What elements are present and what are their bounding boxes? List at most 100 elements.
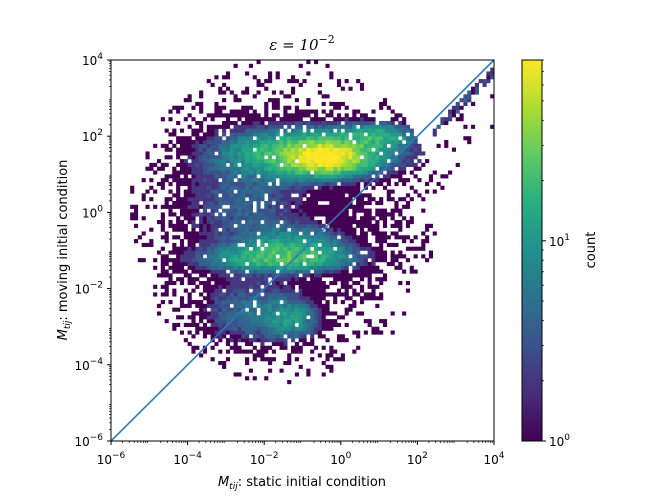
heatmap-cell xyxy=(379,136,384,141)
heatmap-cell xyxy=(379,296,384,301)
heatmap-cell xyxy=(302,334,307,339)
heatmap-cell xyxy=(222,128,227,133)
heatmap-cell xyxy=(287,326,292,331)
heatmap-cell xyxy=(425,227,430,232)
heatmap-cell xyxy=(317,322,322,327)
heatmap-cell xyxy=(298,147,303,152)
heatmap-cell xyxy=(241,155,246,160)
heatmap-cell xyxy=(325,181,330,187)
heatmap-cell xyxy=(379,105,384,110)
heatmap-cell xyxy=(317,90,322,95)
heatmap-cell xyxy=(210,181,215,187)
heatmap-cell xyxy=(271,216,276,221)
heatmap-cell xyxy=(210,239,215,244)
heatmap-cell xyxy=(241,322,246,327)
heatmap-cell xyxy=(317,334,322,339)
heatmap-cell xyxy=(317,204,322,209)
heatmap-cell xyxy=(348,151,353,156)
heatmap-cell xyxy=(260,124,265,129)
heatmap-cell xyxy=(367,159,372,164)
heatmap-cell xyxy=(260,216,265,221)
heatmap-cell xyxy=(325,284,330,289)
heatmap-cell xyxy=(206,151,211,156)
heatmap-cell xyxy=(291,197,296,202)
heatmap-cell xyxy=(287,311,292,316)
heatmap-cell xyxy=(195,212,200,217)
heatmap-cell xyxy=(317,120,322,126)
heatmap-cell xyxy=(325,162,330,167)
heatmap-cell xyxy=(252,197,257,202)
heatmap-cell xyxy=(264,216,269,221)
heatmap-cell xyxy=(214,147,219,152)
heatmap-cell xyxy=(371,250,376,255)
heatmap-cell xyxy=(336,231,342,236)
heatmap-cell xyxy=(248,204,254,209)
heatmap-cell xyxy=(359,227,365,232)
heatmap-cell xyxy=(283,181,288,187)
heatmap-cell xyxy=(371,269,376,274)
heatmap-cell xyxy=(367,220,372,225)
heatmap-cell xyxy=(382,155,388,160)
heatmap-cell xyxy=(202,132,208,137)
heatmap-cell xyxy=(294,208,299,213)
heatmap-cell xyxy=(302,311,307,316)
heatmap-cell xyxy=(206,166,211,171)
heatmap-cell xyxy=(233,98,238,103)
heatmap-cell xyxy=(344,132,349,137)
heatmap-cell xyxy=(218,242,223,247)
heatmap-cell xyxy=(283,242,288,247)
heatmap-cell xyxy=(264,178,269,183)
heatmap-cell xyxy=(382,143,388,148)
heatmap-cell xyxy=(287,155,292,160)
heatmap-cell xyxy=(344,181,349,187)
heatmap-cell xyxy=(394,113,399,118)
heatmap-cell xyxy=(294,147,299,152)
heatmap-cell xyxy=(237,269,242,274)
heatmap-cell xyxy=(340,280,345,286)
heatmap-cell xyxy=(402,216,407,221)
heatmap-cell xyxy=(340,265,345,270)
heatmap-cell xyxy=(179,250,185,255)
heatmap-cell xyxy=(225,303,231,308)
heatmap-cell xyxy=(340,277,345,282)
heatmap-cell xyxy=(313,147,319,152)
heatmap-cell xyxy=(287,166,292,171)
heatmap-cell xyxy=(187,94,192,99)
heatmap-cell xyxy=(317,235,322,240)
heatmap-cell xyxy=(214,319,219,324)
heatmap-cell xyxy=(348,155,353,160)
heatmap-cell xyxy=(256,60,261,65)
heatmap-cell xyxy=(252,216,257,221)
heatmap-cell xyxy=(172,326,177,331)
heatmap-cell xyxy=(156,166,162,171)
heatmap-cell xyxy=(222,273,227,278)
heatmap-cell xyxy=(379,132,384,137)
heatmap-cell xyxy=(229,189,234,194)
heatmap-cell xyxy=(325,147,330,152)
heatmap-cell xyxy=(382,98,388,103)
heatmap-cell xyxy=(336,143,342,148)
heatmap-cell xyxy=(252,109,257,114)
heatmap-cell xyxy=(352,193,357,198)
heatmap-cell xyxy=(206,178,211,183)
heatmap-cell xyxy=(245,326,250,331)
heatmap-cell xyxy=(302,212,307,217)
heatmap-cell xyxy=(237,193,242,198)
heatmap-cell xyxy=(210,132,215,137)
x-tick-label: 100 xyxy=(330,451,351,467)
heatmap-cell xyxy=(206,197,211,202)
heatmap-cell xyxy=(390,136,395,141)
heatmap-cell xyxy=(409,151,414,156)
heatmap-cell xyxy=(245,227,250,232)
heatmap-cell xyxy=(271,246,276,251)
heatmap-cell xyxy=(195,223,200,228)
heatmap-cell xyxy=(329,208,334,213)
heatmap-cell xyxy=(160,273,165,278)
heatmap-cell xyxy=(245,113,250,118)
heatmap-cell xyxy=(237,280,242,286)
heatmap-cell xyxy=(298,113,303,118)
heatmap-cell xyxy=(245,117,250,122)
heatmap-cell xyxy=(199,227,204,232)
heatmap-cell xyxy=(256,208,261,213)
